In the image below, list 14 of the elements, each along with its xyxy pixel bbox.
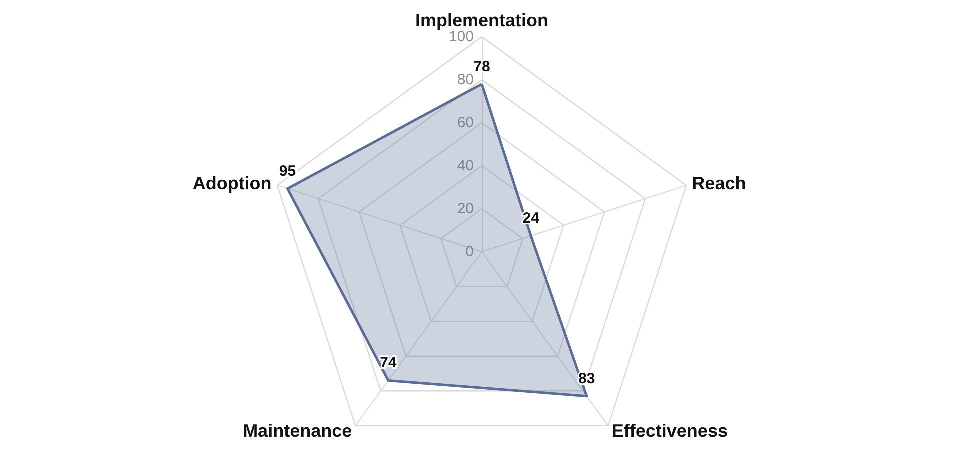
spoke-label: Effectiveness (612, 420, 728, 441)
y-tick-label: 60 (457, 114, 474, 132)
data-label: 78 (474, 58, 490, 76)
spoke-label: Reach (692, 174, 746, 194)
data-label: 95 (279, 162, 296, 180)
y-tick-label: 80 (457, 72, 474, 88)
spoke-label: Implementation (415, 10, 549, 31)
y-tick-label: 40 (457, 158, 474, 174)
y-tick-label: 0 (466, 244, 474, 260)
data-label: 74 (380, 354, 398, 372)
y-tick-label: 100 (448, 28, 474, 46)
spoke-label: Maintenance (243, 420, 352, 441)
spoke-label: Adoption (192, 174, 272, 194)
y-tick-label: 20 (457, 200, 474, 218)
